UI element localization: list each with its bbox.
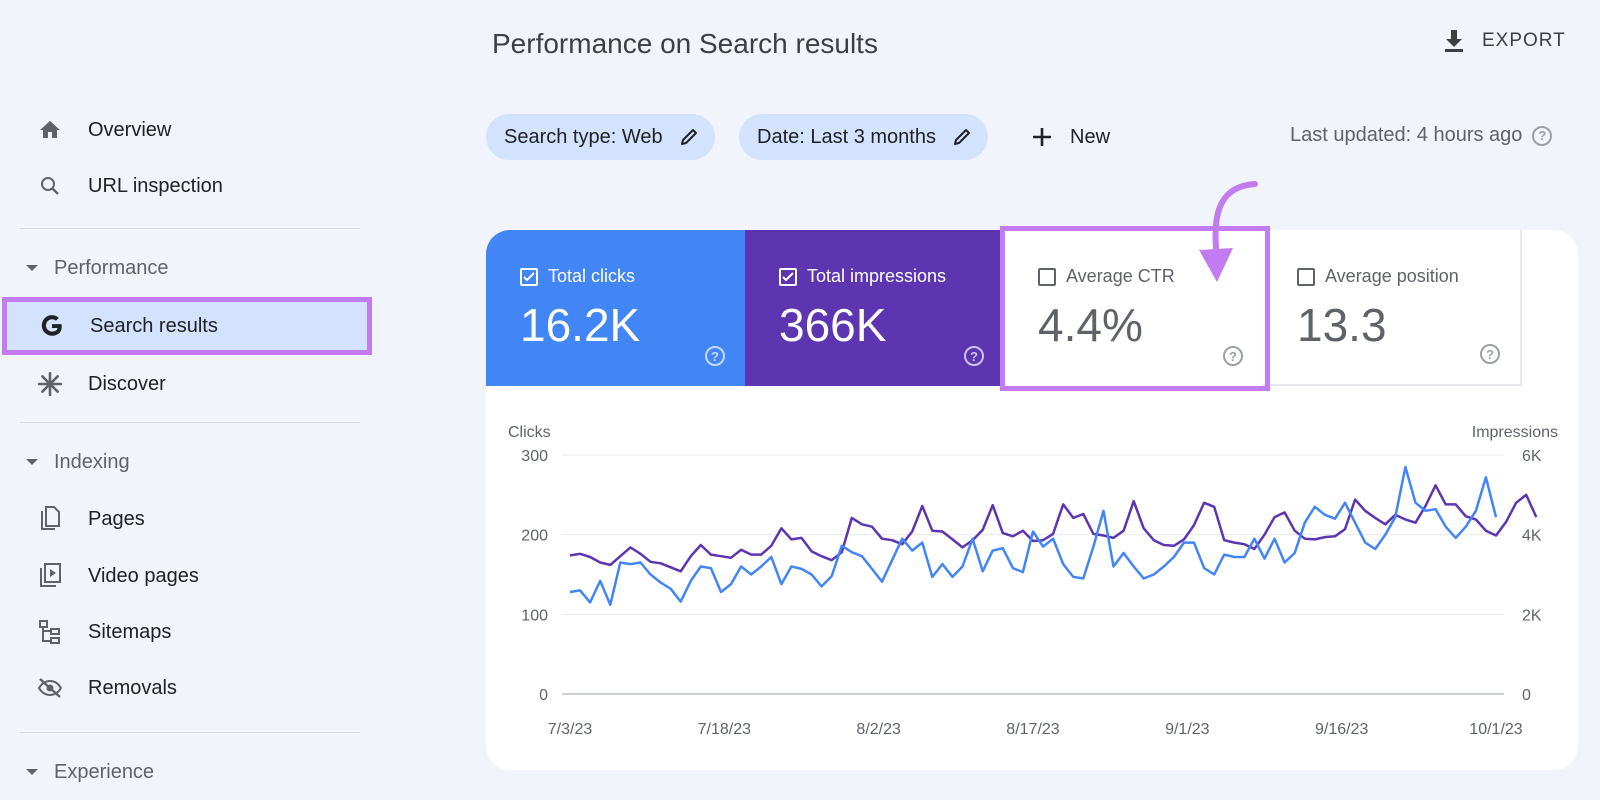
x-tick-label: 7/3/23 (548, 721, 593, 738)
sidebar-item-label: Removals (88, 676, 177, 699)
performance-chart: Clicks Impressions 0 100 200 300 0 2K 4K 6K 7/3/23… (508, 424, 1558, 738)
section-indexing[interactable]: Indexing (0, 442, 360, 482)
metric-label: Average position (1325, 266, 1459, 286)
date-chip[interactable]: Date: Last 3 months (739, 114, 988, 160)
metric-value: 4.4% (1038, 299, 1143, 351)
metric-label: Total impressions (807, 266, 947, 286)
sidebar-item-sitemaps[interactable]: Sitemaps (0, 606, 360, 658)
section-label: Performance (54, 256, 169, 279)
search-type-chip[interactable]: Search type: Web (486, 114, 715, 160)
caret-down-icon (26, 265, 38, 271)
clicks-series-line (569, 465, 1498, 607)
left-axis-label: Clicks (508, 424, 551, 441)
section-experience[interactable]: Experience (0, 752, 360, 792)
divider (20, 422, 360, 423)
sidebar-item-url-inspection[interactable]: URL inspection (0, 160, 360, 212)
google-g-icon (38, 312, 66, 340)
help-icon[interactable]: ? (1532, 125, 1553, 146)
metric-total-impressions[interactable]: Total impressions 366K ? (745, 230, 1004, 386)
x-tick-label: 7/18/23 (698, 721, 751, 738)
sidebar-item-discover[interactable]: Discover (0, 358, 360, 410)
left-tick-label: 300 (521, 448, 548, 465)
sidebar-item-label: Video pages (88, 564, 199, 587)
pencil-icon (953, 129, 970, 145)
metric-label: Average CTR (1066, 266, 1175, 286)
sidebar-item-label: Pages (88, 507, 145, 530)
section-performance[interactable]: Performance (0, 248, 360, 288)
sidebar-item-label: URL inspection (88, 174, 223, 197)
pencil-icon (680, 129, 697, 145)
plus-icon (1033, 128, 1051, 146)
right-tick-label: 4K (1522, 528, 1542, 545)
chip-label: Date: Last 3 months (757, 125, 936, 148)
help-icon[interactable]: ? (964, 346, 984, 366)
section-label: Indexing (54, 450, 130, 473)
checkbox-unchecked-icon[interactable] (1038, 267, 1056, 286)
help-icon[interactable]: ? (1480, 344, 1500, 364)
x-tick-label: 9/1/23 (1165, 721, 1210, 738)
left-tick-label: 100 (521, 607, 548, 624)
metric-label: Total clicks (548, 266, 636, 286)
last-updated: Last updated: 4 hours ago ? (1290, 124, 1553, 147)
x-tick-label: 9/16/23 (1315, 721, 1368, 738)
last-updated-text: Last updated: 4 hours ago (1290, 124, 1523, 146)
export-label: EXPORT (1482, 30, 1566, 51)
asterisk-icon (36, 370, 64, 398)
sidebar-item-label: Sitemaps (88, 620, 172, 643)
search-icon (36, 172, 64, 200)
x-tick-label: 8/2/23 (856, 721, 901, 738)
video-pages-icon (36, 562, 64, 590)
right-tick-label: 2K (1522, 607, 1542, 624)
export-button[interactable]: EXPORT (1442, 28, 1566, 54)
right-tick-label: 6K (1522, 448, 1542, 465)
right-tick-label: 0 (1522, 687, 1531, 704)
home-icon (36, 116, 64, 144)
left-tick-label: 0 (539, 687, 548, 704)
performance-card: Total clicks 16.2K ? Total impressions 3… (486, 230, 1578, 770)
sidebar-item-overview[interactable]: Overview (0, 104, 360, 156)
x-tick-label: 10/1/23 (1469, 721, 1522, 738)
metric-value: 13.3 (1297, 299, 1387, 351)
divider (20, 732, 360, 733)
page-title: Performance on Search results (492, 28, 878, 59)
new-label: New (1070, 125, 1111, 148)
sidebar-item-label: Discover (88, 372, 166, 395)
metric-total-clicks[interactable]: Total clicks 16.2K ? (486, 230, 745, 386)
checkbox-unchecked-icon[interactable] (1297, 267, 1315, 286)
new-filter-button[interactable]: New (1030, 114, 1110, 160)
checkbox-checked-icon[interactable] (779, 267, 797, 286)
pointer-arrow-icon (1199, 181, 1258, 282)
metric-value: 366K (779, 299, 887, 351)
right-axis-label: Impressions (1472, 424, 1558, 441)
help-icon[interactable]: ? (705, 346, 725, 366)
left-tick-label: 200 (521, 528, 548, 545)
caret-down-icon (26, 459, 38, 465)
sidebar-item-label: Overview (88, 118, 172, 141)
pages-icon (36, 505, 64, 533)
sidebar: Overview URL inspection Performance Sear… (0, 0, 372, 800)
download-icon (1445, 30, 1463, 52)
sidebar-item-video-pages[interactable]: Video pages (0, 550, 360, 602)
metric-average-position[interactable]: Average position 13.3 ? (1263, 230, 1522, 386)
x-tick-label: 8/17/23 (1006, 721, 1059, 738)
help-icon[interactable]: ? (1223, 346, 1243, 366)
sitemaps-icon (36, 618, 64, 646)
sidebar-item-search-results[interactable]: Search results (2, 297, 372, 355)
impressions-series-line (569, 484, 1538, 573)
metric-value: 16.2K (520, 299, 641, 351)
sidebar-item-pages[interactable]: Pages (0, 493, 360, 545)
divider (20, 228, 360, 229)
section-label: Experience (54, 760, 155, 783)
checkbox-checked-icon[interactable] (520, 267, 538, 286)
caret-down-icon (26, 769, 38, 775)
sidebar-item-label: Search results (90, 314, 218, 337)
chip-label: Search type: Web (504, 125, 663, 148)
eye-off-icon (36, 674, 64, 702)
sidebar-item-removals[interactable]: Removals (0, 662, 360, 714)
